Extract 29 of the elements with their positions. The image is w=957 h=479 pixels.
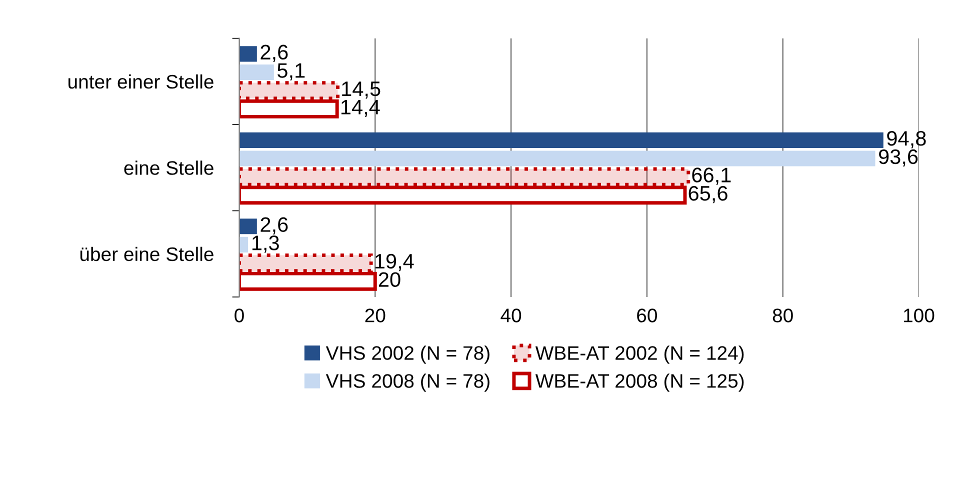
data-label: 14,5 bbox=[342, 82, 380, 99]
data-label: 19,4 bbox=[375, 254, 414, 272]
data-label: 1,3 bbox=[252, 236, 279, 253]
x-tick-label: 0 bbox=[234, 308, 244, 322]
x-tick-label: 100 bbox=[904, 308, 934, 322]
data-label: 14,4 bbox=[341, 100, 380, 117]
x-tick-label: 20 bbox=[365, 308, 386, 322]
y-tick-label: über eine Stelle bbox=[80, 246, 214, 262]
legend-label: WBE-AT 2008 (N = 125) bbox=[535, 374, 744, 392]
legend-label: VHS 2002 (N = 78) bbox=[326, 346, 490, 364]
bar bbox=[239, 46, 257, 62]
data-label: 93,6 bbox=[878, 149, 918, 167]
x-tick-label: 60 bbox=[637, 308, 657, 322]
data-label: 65,6 bbox=[688, 186, 728, 204]
legend-label: WBE-AT 2002 (N = 124) bbox=[535, 346, 744, 364]
legend-label: VHS 2008 (N = 78) bbox=[326, 374, 490, 392]
data-label: 66,1 bbox=[692, 168, 731, 185]
bar bbox=[239, 236, 248, 252]
data-label: 94,8 bbox=[887, 131, 926, 148]
bar bbox=[239, 132, 884, 148]
data-label: 2,6 bbox=[260, 217, 288, 234]
x-tick-label: 40 bbox=[500, 308, 522, 322]
bar bbox=[239, 218, 257, 234]
y-tick-label: unter einer Stelle bbox=[68, 74, 214, 89]
x-tick-label: 80 bbox=[772, 308, 793, 322]
data-label: 20 bbox=[378, 272, 400, 287]
data-label: 5,1 bbox=[278, 63, 305, 80]
data-label: 2,6 bbox=[260, 44, 288, 62]
y-tick-label: eine Stelle bbox=[124, 160, 214, 175]
